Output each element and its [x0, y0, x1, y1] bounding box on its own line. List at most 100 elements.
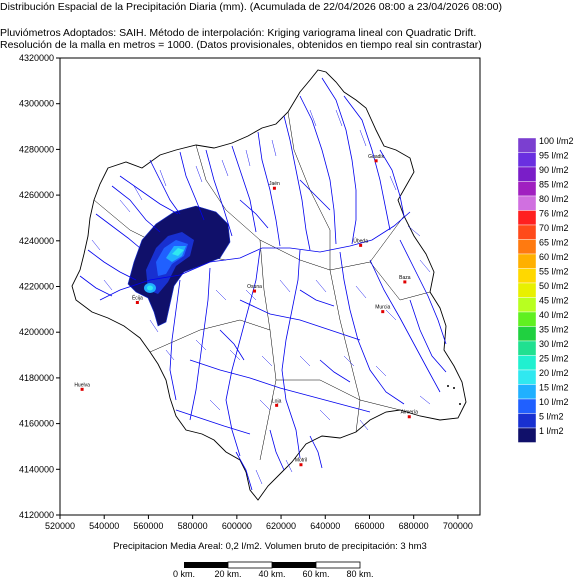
legend-swatch [517, 384, 537, 400]
x-axis: 520000 540000 560000 580000 600000 620000 6400… [45, 515, 473, 531]
town-label: Murcia [375, 305, 390, 311]
town-marker [374, 159, 378, 163]
legend-label: 50 l/m2 [539, 281, 569, 291]
y-tick-label: 4220000 [19, 282, 54, 292]
town-marker [381, 310, 385, 314]
scale-label: 0 km. [173, 569, 195, 579]
y-tick-label: 4200000 [19, 327, 54, 337]
areal-precipitation-summary: Precipitacion Media Areal: 0,2 l/m2. Vol… [113, 541, 427, 552]
legend-swatch [517, 224, 537, 240]
scale-label: 20 km. [214, 569, 241, 579]
x-tick-label: 660000 [354, 521, 384, 531]
town-label: Jaén [269, 181, 280, 187]
scale-label: 60 km. [302, 569, 329, 579]
town-marker [272, 186, 276, 190]
scale-segment-2 [227, 561, 273, 569]
scale-label: 40 km. [258, 569, 285, 579]
x-tick-label: 700000 [443, 521, 473, 531]
legend-label: 95 l/m2 [539, 151, 569, 161]
town-markers: Jaén Úbeda Baza Huelva Guadix Osuna Écija Murci… [74, 154, 418, 467]
town-label: Osuna [247, 284, 262, 290]
legend-label: 10 l/m2 [539, 397, 569, 407]
river-network [79, 77, 447, 491]
town-marker [359, 243, 363, 247]
legend-swatch [517, 398, 537, 414]
coast-marks [447, 385, 461, 405]
legend-swatch [517, 195, 537, 211]
town-label: Úbeda [353, 237, 368, 244]
legend-swatch [517, 210, 537, 226]
map-title: Distribución Espacial de la Precipitació… [0, 1, 502, 13]
legend-label: 40 l/m2 [539, 310, 569, 320]
legend-swatch [517, 166, 537, 182]
legend-swatch [517, 152, 537, 168]
legend: 100 l/m2 95 l/m2 90 l/m2 85 l/m2 80 l/m2 76 l… [517, 136, 574, 443]
legend-label: 5 l/m2 [539, 412, 564, 422]
legend-label: 65 l/m2 [539, 238, 569, 248]
legend-label: 76 l/m2 [539, 209, 569, 219]
x-tick-label: 580000 [178, 521, 208, 531]
y-tick-label: 4180000 [19, 373, 54, 383]
y-tick-label: 4160000 [19, 419, 54, 429]
x-tick-label: 560000 [133, 521, 163, 531]
legend-swatch [517, 413, 537, 429]
town-marker [407, 415, 411, 419]
legend-swatch [517, 311, 537, 327]
legend-swatch [517, 355, 537, 371]
legend-swatch [517, 137, 537, 153]
town-marker [253, 289, 257, 293]
town-label: Almería [401, 410, 418, 416]
legend-swatch [517, 239, 537, 255]
scale-bar: 0 km. 20 km. 40 km. 60 km. 80 km. [173, 561, 374, 579]
y-tick-label: 4320000 [19, 53, 54, 63]
legend-label: 85 l/m2 [539, 180, 569, 190]
town-marker [275, 403, 279, 407]
x-tick-label: 620000 [266, 521, 296, 531]
scale-label: 80 km. [346, 569, 373, 579]
legend-label: 90 l/m2 [539, 165, 569, 175]
sub-basin-lines [93, 111, 431, 461]
legend-swatch [517, 268, 537, 284]
legend-label: 100 l/m2 [539, 136, 574, 146]
legend-label: 80 l/m2 [539, 194, 569, 204]
legend-swatch [517, 369, 537, 385]
town-marker [135, 300, 139, 304]
legend-label: 1 l/m2 [539, 426, 564, 436]
town-marker [80, 387, 84, 391]
x-tick-label: 640000 [310, 521, 340, 531]
scale-segment-4 [315, 561, 361, 569]
y-tick-label: 4240000 [19, 236, 54, 246]
map-method-note: Pluviómetros Adoptados: SAIH. Método de … [0, 27, 477, 39]
legend-label: 35 l/m2 [539, 325, 569, 335]
y-axis: 4320000 4300000 4280000 4260000 4240000 42200… [19, 53, 60, 520]
legend-label: 30 l/m2 [539, 339, 569, 349]
town-label: Baza [399, 275, 411, 281]
town-label: Motril [295, 458, 307, 464]
y-tick-label: 4260000 [19, 190, 54, 200]
legend-label: 45 l/m2 [539, 296, 569, 306]
legend-label: 55 l/m2 [539, 267, 569, 277]
legend-swatch [517, 181, 537, 197]
legend-label: 15 l/m2 [539, 383, 569, 393]
legend-swatch [517, 297, 537, 313]
scale-segment-3 [272, 562, 316, 568]
legend-swatch [517, 427, 537, 443]
y-tick-label: 4120000 [19, 510, 54, 520]
y-tick-label: 4140000 [19, 464, 54, 474]
scale-segment-1 [184, 562, 228, 568]
map-resolution-note: Resolución de la malla en metros = 1000.… [0, 39, 482, 51]
y-tick-label: 4280000 [19, 144, 54, 154]
legend-label: 25 l/m2 [539, 354, 569, 364]
x-tick-label: 540000 [89, 521, 119, 531]
town-label: Écija [132, 294, 143, 301]
town-label: Huelva [74, 382, 90, 388]
legend-swatch [517, 340, 537, 356]
minor-streams [91, 109, 431, 485]
legend-label: 60 l/m2 [539, 252, 569, 262]
legend-swatch [517, 326, 537, 342]
legend-label: 70 l/m2 [539, 223, 569, 233]
town-marker [403, 280, 407, 284]
x-tick-label: 520000 [45, 521, 75, 531]
legend-swatch [517, 282, 537, 298]
